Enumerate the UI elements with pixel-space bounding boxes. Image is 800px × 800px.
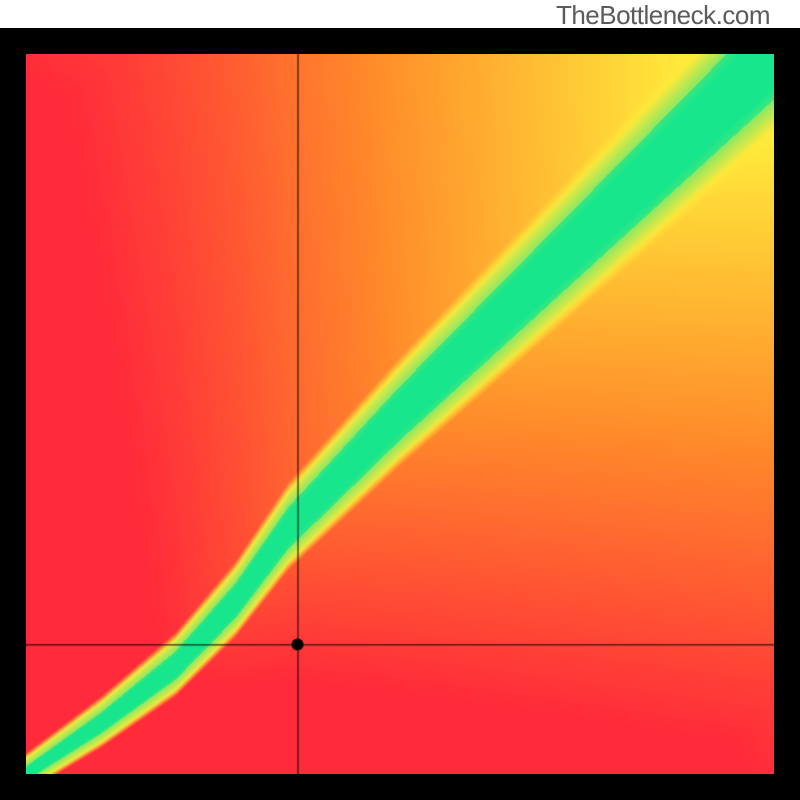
attribution-text: TheBottleneck.com <box>556 0 770 31</box>
crosshair-overlay <box>26 54 774 774</box>
